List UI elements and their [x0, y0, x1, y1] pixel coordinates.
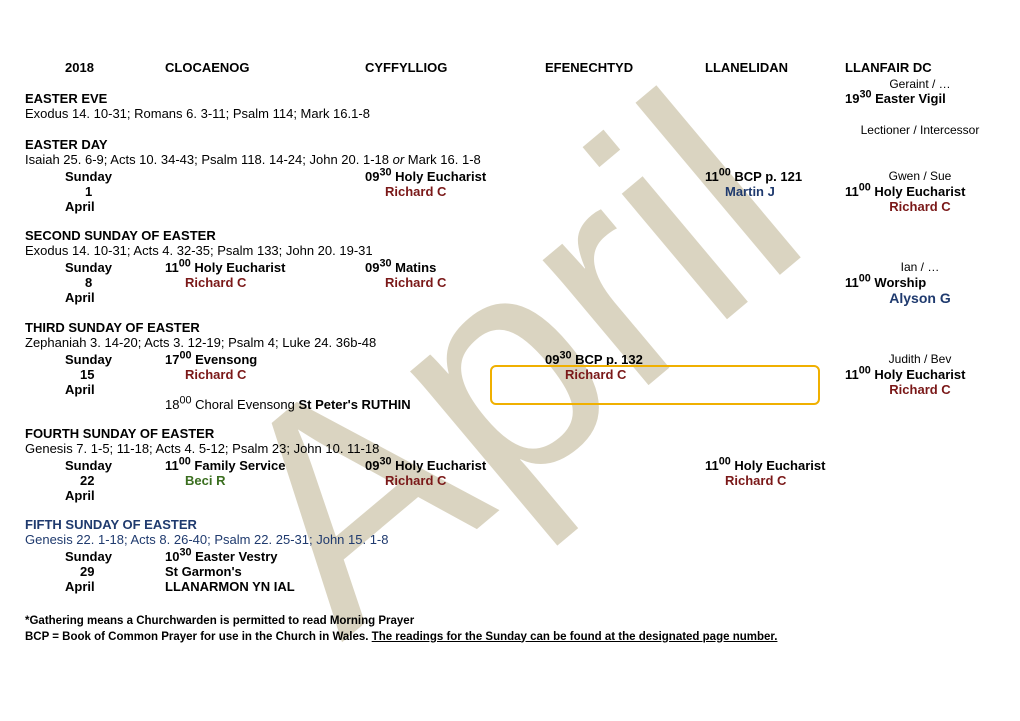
s3-num: 15	[25, 367, 165, 382]
s4-e-cel: Richard C	[705, 473, 845, 488]
s4-b-cel: Beci R	[165, 473, 365, 488]
s5-month: April	[25, 579, 165, 594]
s3-b-cel: Richard C	[165, 367, 365, 382]
header-row: 2018 CLOCAENOG CYFFYLLIOG EFENECHTYD LLA…	[25, 60, 995, 75]
ed-num: 1	[25, 184, 165, 199]
s2-num: 8	[25, 275, 165, 290]
s4-day: Sunday	[25, 458, 165, 473]
ed-c-cel: Richard C	[365, 184, 545, 199]
easter-eve-readings: Exodus 14. 10-31; Romans 6. 3-11; Psalm …	[25, 106, 995, 121]
s2-b-cel: Richard C	[165, 275, 365, 290]
footnote-2: BCP = Book of Common Prayer for use in t…	[25, 630, 995, 646]
fifth-title: FIFTH SUNDAY OF EASTER	[25, 517, 995, 532]
s3-d-cel: Richard C	[545, 367, 705, 382]
third-title: THIRD SUNDAY OF EASTER	[25, 320, 995, 335]
s2-f-cel: Alyson G	[845, 290, 995, 306]
s3-month: April	[25, 382, 165, 397]
fourth-title: FOURTH SUNDAY OF EASTER	[25, 426, 995, 441]
s5-b3: LLANARMON YN IAL	[165, 579, 365, 594]
s2-c: 0930 Matins	[365, 260, 545, 275]
s5-day: Sunday	[25, 549, 165, 564]
s2-c-cel: Richard C	[365, 275, 545, 290]
s2-f: 1100 Worship	[845, 275, 995, 290]
s3-f: 1100 Holy Eucharist	[845, 367, 995, 382]
col-cyffylliog: CYFFYLLIOG	[365, 60, 545, 75]
year: 2018	[25, 60, 165, 75]
col-efenechtyd: EFENECHTYD	[545, 60, 705, 75]
s4-b: 1100 Family Service	[165, 458, 365, 473]
s5-b: 1030 Easter Vestry	[165, 549, 365, 564]
s3-d: 0930 BCP p. 132	[545, 352, 705, 367]
s5-num: 29	[25, 564, 165, 579]
ed-month: April	[25, 199, 165, 214]
s2-day: Sunday	[25, 260, 165, 275]
easter-eve-title: EASTER EVE	[25, 91, 705, 106]
col-llanelidan: LLANELIDAN	[705, 60, 845, 75]
lectioner-label: Lectioner / Intercessor	[845, 123, 995, 137]
third-readings: Zephaniah 3. 14-20; Acts 3. 12-19; Psalm…	[25, 335, 995, 350]
s3-f-cel: Richard C	[845, 382, 995, 397]
footnotes: *Gathering means a Churchwarden is permi…	[25, 614, 995, 645]
s3-b: 1700 Evensong	[165, 352, 365, 367]
s4-c-cel: Richard C	[365, 473, 545, 488]
second-title: SECOND SUNDAY OF EASTER	[25, 228, 995, 243]
ed-day: Sunday	[25, 169, 165, 184]
col-llanfair: LLANFAIR DC	[845, 60, 995, 75]
ed-e: 1100 BCP p. 121	[705, 169, 845, 184]
ed-c: 0930 Holy Eucharist	[365, 169, 545, 184]
easter-day-title: EASTER DAY	[25, 137, 995, 152]
fourth-readings: Genesis 7. 1-5; 11-18; Acts 4. 5-12; Psa…	[25, 441, 995, 456]
second-readings: Exodus 14. 10-31; Acts 4. 32-35; Psalm 1…	[25, 243, 995, 258]
s3-day: Sunday	[25, 352, 165, 367]
s4-num: 22	[25, 473, 165, 488]
ed-f: 1100 Holy Eucharist	[845, 184, 995, 199]
col-clocaenog: CLOCAENOG	[165, 60, 365, 75]
easter-day-readings: Isaiah 25. 6-9; Acts 10. 34-43; Psalm 11…	[25, 152, 995, 167]
ed-f-cel: Richard C	[845, 199, 995, 214]
s4-month: April	[25, 488, 165, 503]
footnote-1: *Gathering means a Churchwarden is permi…	[25, 614, 995, 630]
easter-eve-right: 1930 Easter Vigil	[845, 91, 995, 106]
fifth-readings: Genesis 22. 1-18; Acts 8. 26-40; Psalm 2…	[25, 532, 995, 547]
s4-e: 1100 Holy Eucharist	[705, 458, 845, 473]
s3-extra: 1800 Choral Evensong St Peter's RUTHIN	[165, 397, 995, 412]
s2-month: April	[25, 290, 165, 306]
s4-c: 0930 Holy Eucharist	[365, 458, 545, 473]
s2-b: 1100 Holy Eucharist	[165, 260, 365, 275]
ed-e-cel: Martin J	[705, 184, 845, 199]
s5-b2: St Garmon's	[165, 564, 365, 579]
